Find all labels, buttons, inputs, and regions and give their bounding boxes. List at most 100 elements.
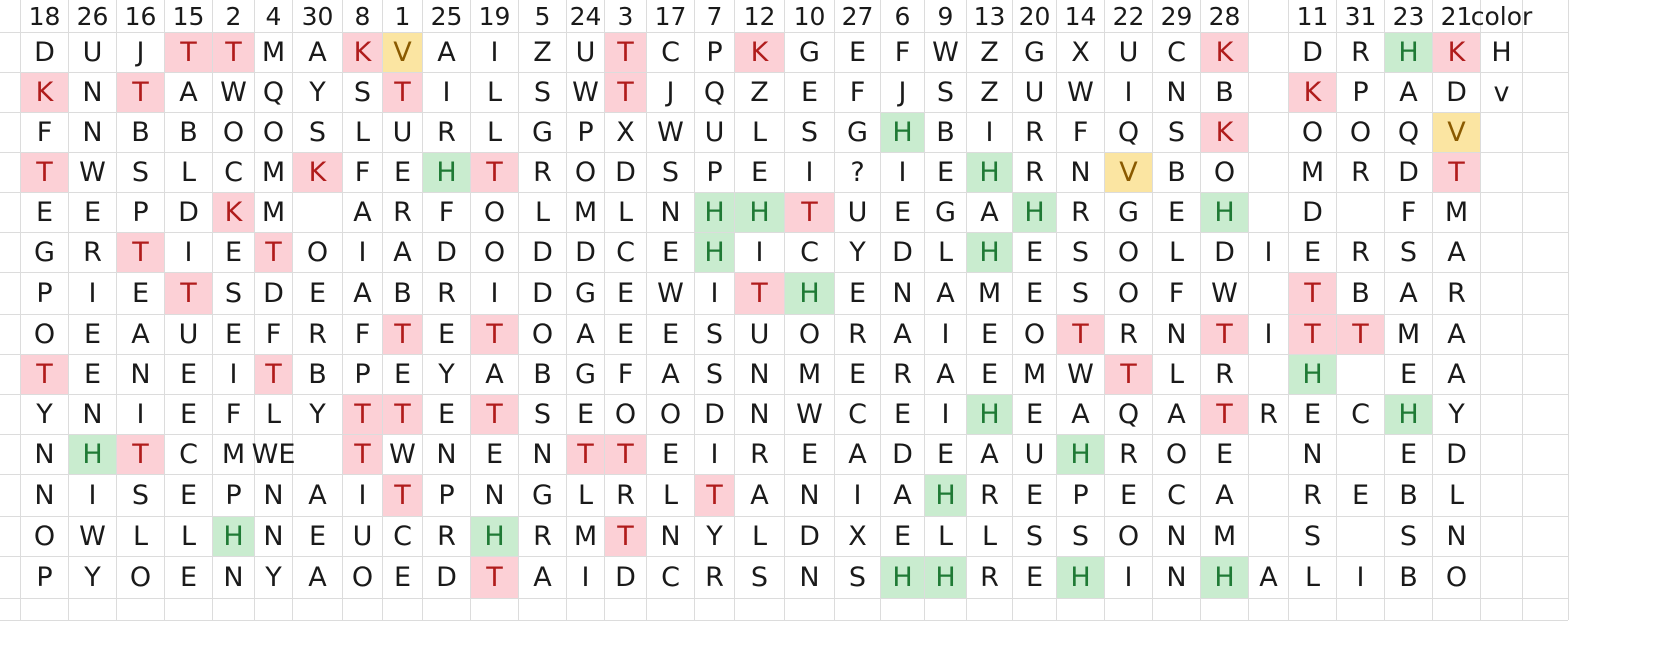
grid-cell[interactable]: W xyxy=(657,117,684,148)
grid-cell[interactable] xyxy=(293,193,342,232)
grid-cell[interactable]: T xyxy=(605,33,646,72)
grid-cell[interactable]: B xyxy=(533,359,552,390)
grid-cell[interactable]: Y xyxy=(309,399,326,430)
grid-cell[interactable]: T xyxy=(605,435,646,474)
grid-cell[interactable]: A xyxy=(308,562,327,593)
grid-cell[interactable]: T xyxy=(117,233,164,272)
grid-cell[interactable]: I xyxy=(941,399,950,430)
grid-cell[interactable]: U xyxy=(749,319,770,350)
grid-cell[interactable]: E xyxy=(1215,439,1234,470)
grid-cell[interactable] xyxy=(1481,273,1522,314)
grid-cell[interactable]: H xyxy=(881,557,924,598)
grid-cell[interactable]: I xyxy=(1264,237,1273,268)
grid-cell[interactable]: S xyxy=(705,359,724,390)
grid-cell[interactable] xyxy=(1249,475,1288,516)
grid-cell[interactable]: Q xyxy=(262,77,285,108)
grid-cell[interactable]: T xyxy=(1201,315,1248,354)
grid-cell[interactable]: W xyxy=(657,278,684,309)
grid-cell[interactable]: E xyxy=(1119,480,1138,511)
grid-cell[interactable]: E xyxy=(1025,562,1044,593)
grid-cell[interactable]: B xyxy=(1215,77,1234,108)
column-header-cell[interactable]: 9 xyxy=(937,2,954,31)
grid-cell[interactable] xyxy=(1337,355,1384,394)
grid-cell[interactable] xyxy=(1249,193,1288,232)
grid-cell[interactable]: B xyxy=(936,117,955,148)
grid-cell[interactable]: L xyxy=(751,117,768,148)
grid-cell[interactable]: H xyxy=(1385,33,1432,72)
grid-cell[interactable]: N xyxy=(263,480,284,511)
column-header-cell[interactable] xyxy=(1249,1,1288,32)
grid-cell[interactable] xyxy=(1249,517,1288,556)
grid-cell[interactable]: M xyxy=(1300,157,1325,188)
column-header-cell[interactable]: 15 xyxy=(172,2,205,31)
grid-cell[interactable]: D xyxy=(436,562,457,593)
grid-cell[interactable]: T xyxy=(1201,395,1248,434)
grid-cell[interactable]: T xyxy=(735,273,784,314)
grid-cell[interactable]: L xyxy=(1448,480,1465,511)
grid-cell[interactable]: N xyxy=(34,439,55,470)
grid-cell[interactable]: C xyxy=(1351,399,1370,430)
grid-cell[interactable]: E xyxy=(179,562,198,593)
grid-cell[interactable]: S xyxy=(1399,237,1418,268)
grid-cell[interactable]: I xyxy=(985,117,994,148)
grid-cell[interactable]: A xyxy=(893,480,912,511)
grid-cell[interactable]: S xyxy=(131,157,150,188)
grid-cell[interactable]: S xyxy=(705,319,724,350)
grid-cell[interactable]: W xyxy=(1211,278,1238,309)
grid-cell[interactable]: X xyxy=(1071,37,1090,68)
column-header-cell[interactable]: 7 xyxy=(706,2,723,31)
grid-cell[interactable]: Z xyxy=(980,37,999,68)
grid-cell[interactable]: E xyxy=(848,278,867,309)
grid-cell[interactable]: M xyxy=(1444,197,1469,228)
grid-cell[interactable]: G xyxy=(1024,37,1045,68)
grid-cell[interactable]: O xyxy=(351,562,374,593)
grid-cell[interactable]: A xyxy=(353,197,372,228)
grid-cell[interactable]: A xyxy=(936,359,955,390)
grid-cell[interactable]: Y xyxy=(309,77,326,108)
grid-cell[interactable]: U xyxy=(392,117,413,148)
grid-cell[interactable]: L xyxy=(751,521,768,552)
grid-cell[interactable]: I xyxy=(1264,319,1273,350)
grid-cell[interactable]: E xyxy=(576,399,595,430)
grid-cell[interactable]: M xyxy=(977,278,1002,309)
grid-cell[interactable]: Y xyxy=(849,237,866,268)
grid-cell[interactable]: F xyxy=(1072,117,1089,148)
grid-cell[interactable]: S xyxy=(1167,117,1186,148)
grid-cell[interactable]: G xyxy=(847,117,868,148)
column-header-cell[interactable]: 11 xyxy=(1296,2,1329,31)
grid-cell[interactable]: D xyxy=(34,37,55,68)
grid-cell[interactable]: H xyxy=(213,517,254,556)
grid-cell[interactable]: T xyxy=(343,395,382,434)
grid-cell[interactable]: E xyxy=(83,319,102,350)
grid-cell[interactable]: E xyxy=(179,480,198,511)
grid-cell[interactable]: I xyxy=(710,439,719,470)
grid-cell[interactable]: E xyxy=(485,439,504,470)
grid-cell[interactable]: H xyxy=(695,193,734,232)
grid-cell[interactable]: M xyxy=(261,157,286,188)
grid-cell[interactable]: T xyxy=(471,395,518,434)
grid-cell[interactable]: I xyxy=(581,562,590,593)
grid-cell[interactable]: G xyxy=(935,197,956,228)
grid-cell[interactable]: U xyxy=(178,319,199,350)
grid-cell[interactable]: S xyxy=(131,480,150,511)
grid-cell[interactable]: H xyxy=(1491,37,1512,68)
grid-cell[interactable]: E xyxy=(393,562,412,593)
grid-cell[interactable]: T xyxy=(471,557,518,598)
grid-cell[interactable] xyxy=(1481,435,1522,474)
grid-cell[interactable]: B xyxy=(308,359,327,390)
grid-cell[interactable]: L xyxy=(937,521,954,552)
grid-cell[interactable]: D xyxy=(1302,37,1323,68)
column-header-cell[interactable]: 23 xyxy=(1392,2,1425,31)
grid-cell[interactable]: K xyxy=(343,33,382,72)
grid-cell[interactable]: S xyxy=(1399,521,1418,552)
grid-cell[interactable]: N xyxy=(263,521,284,552)
grid-cell[interactable]: E xyxy=(308,278,327,309)
grid-cell[interactable]: R xyxy=(533,521,552,552)
grid-cell[interactable]: E xyxy=(1025,237,1044,268)
grid-cell[interactable]: O xyxy=(483,237,506,268)
grid-cell[interactable]: S xyxy=(224,278,243,309)
grid-cell[interactable]: N xyxy=(1166,319,1187,350)
grid-cell[interactable]: E xyxy=(980,359,999,390)
grid-cell[interactable]: I xyxy=(1356,562,1365,593)
grid-cell[interactable] xyxy=(1337,193,1384,232)
